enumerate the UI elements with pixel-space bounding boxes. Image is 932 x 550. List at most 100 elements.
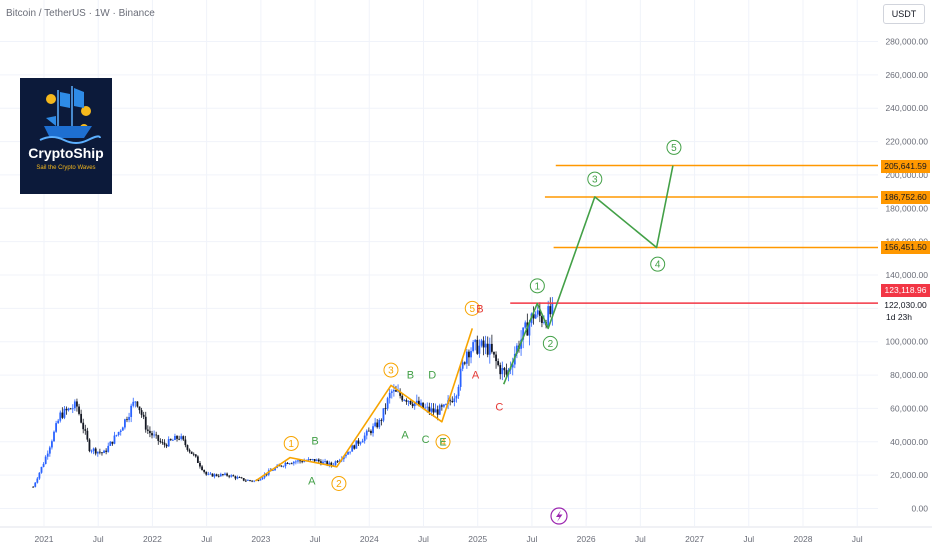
candle-body [242, 478, 245, 481]
candle-body [136, 401, 139, 407]
candle-body [470, 351, 472, 358]
ship-icon [39, 86, 101, 144]
candle-body [443, 404, 445, 407]
candle-body [486, 343, 489, 355]
candle-body [101, 452, 103, 454]
wave-label: 1 [535, 281, 541, 292]
bar-countdown: 1d 23h [886, 312, 912, 322]
candle-body [541, 315, 543, 323]
candle-body [190, 451, 193, 454]
candle-body [322, 461, 324, 465]
candle-body [259, 479, 262, 481]
candle-body [468, 351, 470, 358]
wave-label: 2 [336, 479, 342, 490]
candle-body [490, 343, 493, 352]
candle-body [432, 408, 435, 413]
candle-body [34, 482, 37, 487]
candle-body [151, 433, 153, 436]
candle-body [119, 430, 122, 432]
candle-body [82, 422, 85, 430]
candle-body [144, 416, 147, 430]
candle-body [361, 440, 364, 443]
candle-body [128, 416, 130, 420]
candle-body [159, 440, 162, 443]
wave-label: 2 [548, 339, 554, 350]
candle-body [405, 400, 408, 402]
candle-body [42, 463, 45, 467]
y-tick-label: 0.00 [911, 504, 928, 514]
candle-body [76, 401, 78, 407]
y-tick-label: 100,000.00 [885, 337, 928, 347]
logo-name: CryptoShip [28, 145, 104, 161]
candle-body [332, 464, 335, 466]
x-tick-label: Jul [418, 534, 429, 544]
time-axis[interactable]: 2021 Jul 2022 Jul 2023 Jul 2024 Jul 2025 Jul 2026 J… [0, 526, 932, 544]
y-tick-label: 280,000.00 [885, 37, 928, 47]
candle-body [207, 473, 210, 475]
candle-body [107, 445, 110, 452]
candle-body [345, 454, 347, 457]
candle-body [424, 407, 427, 409]
candle-body [482, 340, 485, 348]
candle-body [182, 436, 185, 440]
candle-body [201, 466, 203, 470]
candle-body [430, 408, 433, 412]
candle-body [478, 345, 481, 354]
candle-body [199, 462, 201, 467]
candle-body [272, 470, 274, 472]
price-label-level1[interactable]: 205,641.59 [881, 160, 930, 173]
price-label-level3[interactable]: 156,451.50 [881, 241, 930, 254]
lightning-icon[interactable] [550, 507, 568, 525]
x-tick-label: Jul [526, 534, 537, 544]
candle-body [236, 477, 239, 479]
candle-body [284, 462, 287, 467]
candle-body [474, 339, 477, 343]
candle-body [215, 474, 218, 476]
candle-body [342, 456, 345, 460]
candle-body [194, 454, 197, 457]
candle-body [69, 408, 72, 410]
wave-label: 5 [671, 143, 677, 154]
candle-body [257, 479, 260, 481]
last-price-label[interactable]: 123,118.96 [881, 284, 930, 297]
candle-body [232, 475, 235, 477]
wave-label: C [422, 434, 430, 446]
wave-label: B [311, 435, 318, 447]
x-tick-label: Jul [743, 534, 754, 544]
candle-body [551, 302, 554, 315]
candle-body [315, 459, 318, 462]
candle-body [399, 391, 402, 396]
currency-selector[interactable]: USDT [883, 4, 925, 24]
candle-body [78, 406, 80, 414]
candle-body [422, 402, 424, 409]
wave-label-circle [435, 434, 451, 450]
wave-label-circle [587, 171, 603, 187]
candle-body [378, 419, 381, 428]
price-label-level2[interactable]: 186,752.60 [881, 191, 930, 204]
candle-body [98, 451, 101, 453]
candle-body [415, 400, 418, 403]
symbol-title[interactable]: Bitcoin / TetherUS · 1W · Binance [6, 8, 155, 19]
x-tick-label: 2021 [35, 534, 54, 544]
candlestick-series [32, 296, 554, 488]
candle-body [73, 401, 76, 409]
candle-body [180, 436, 183, 439]
chart-grid [0, 0, 878, 526]
price-axis[interactable]: 0.00 20,000.00 40,000.00 60,000.00 80,000.00… [885, 37, 928, 514]
candle-body [63, 408, 66, 418]
y-tick-label: 60,000.00 [890, 403, 928, 413]
y-tick-label: 40,000.00 [890, 437, 928, 447]
candle-body [65, 408, 68, 411]
candle-body [163, 442, 166, 445]
candle-body [457, 386, 460, 397]
candle-body [407, 400, 410, 402]
candle-body [413, 402, 416, 407]
candle-body [217, 475, 220, 477]
candle-body [351, 445, 354, 452]
candle-body [328, 462, 331, 466]
candle-body [174, 435, 176, 441]
candle-body [167, 439, 170, 447]
candle-body [84, 429, 87, 431]
candle-body [440, 405, 443, 407]
